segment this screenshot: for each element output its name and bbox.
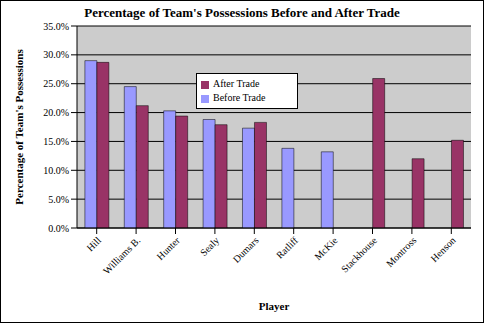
svg-text:Stackhouse: Stackhouse [339, 234, 379, 274]
svg-text:Hunter: Hunter [155, 234, 183, 262]
svg-text:25.0%: 25.0% [43, 78, 69, 89]
svg-text:Ratliff: Ratliff [274, 234, 301, 261]
svg-text:Sealy: Sealy [198, 235, 221, 258]
html-text:Before Trade: Before Trade [213, 92, 266, 103]
svg-text:35.0%: 35.0% [43, 21, 69, 32]
svg-text:Percentage of Team's Possessio: Percentage of Team's Possessions [13, 49, 25, 205]
svg-text:Dumars: Dumars [231, 235, 261, 265]
svg-text:Player: Player [259, 300, 290, 312]
svg-text:10.0%: 10.0% [43, 165, 69, 176]
svg-text:15.0%: 15.0% [43, 136, 69, 147]
html-text:After Trade: After Trade [213, 78, 260, 89]
svg-text:Williams B.: Williams B. [101, 235, 143, 277]
svg-text:Henson: Henson [428, 235, 457, 264]
svg-text:0.0%: 0.0% [48, 223, 69, 234]
html-text:Percentage of Team's Possessio: Percentage of Team's Possessions Before … [84, 5, 400, 20]
svg-text:McKie: McKie [312, 234, 340, 262]
svg-text:30.0%: 30.0% [43, 49, 69, 60]
svg-text:20.0%: 20.0% [43, 107, 69, 118]
svg-text:Hill: Hill [84, 235, 103, 254]
svg-text:Montross: Montross [384, 235, 419, 270]
svg-text:5.0%: 5.0% [48, 194, 69, 205]
